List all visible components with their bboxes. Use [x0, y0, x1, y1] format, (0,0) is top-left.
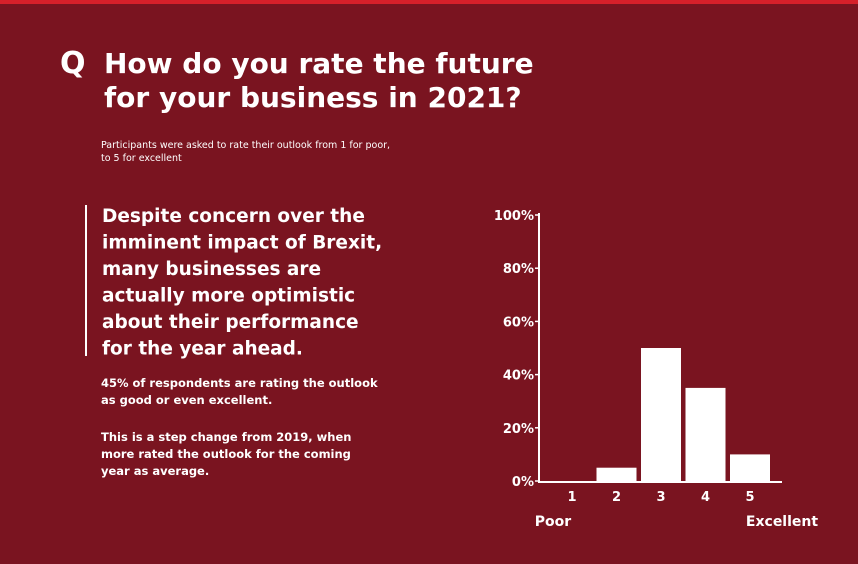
y-tick-label: 80% — [503, 262, 534, 277]
quote: Despite concern over the — [102, 206, 365, 227]
subtitle: Participants were asked to rate their ou… — [101, 140, 390, 151]
x-tick-label: 4 — [701, 490, 710, 505]
title: for your business in 2021? — [104, 81, 522, 114]
title: How do you rate the future — [104, 47, 534, 80]
quote: imminent impact of Brexit, — [102, 233, 382, 254]
top-strip — [0, 0, 858, 4]
paragraph: as good or even excellent. — [101, 393, 272, 407]
axis-end-label: Excellent — [746, 514, 818, 530]
paragraph: more rated the outlook for the coming — [101, 447, 351, 461]
bar — [730, 454, 770, 481]
quote: actually more optimistic — [102, 286, 355, 307]
subtitle: to 5 for excellent — [101, 153, 182, 164]
bar — [685, 387, 726, 481]
quote: for the year ahead. — [102, 339, 303, 360]
y-tick-label: 100% — [494, 209, 534, 224]
paragraph: This is a step change from 2019, when — [101, 430, 351, 444]
x-tick-label: 3 — [656, 490, 665, 505]
x-tick-label: 1 — [567, 490, 576, 505]
quote: many businesses are — [102, 259, 321, 280]
y-tick-label: 40% — [503, 369, 534, 384]
x-tick-label: 5 — [745, 490, 754, 505]
q-marker: Q — [60, 46, 86, 81]
quote: about their performance — [102, 312, 359, 333]
paragraph: 45% of respondents are rating the outloo… — [101, 376, 378, 390]
y-tick-label: 20% — [503, 422, 534, 437]
paragraph: year as average. — [101, 464, 209, 478]
bar — [596, 467, 637, 481]
axis-end-label: Poor — [535, 514, 571, 530]
y-tick-label: 60% — [503, 315, 534, 330]
bar — [641, 348, 681, 481]
y-tick-label: 0% — [512, 475, 534, 490]
x-tick-label: 2 — [612, 490, 621, 505]
